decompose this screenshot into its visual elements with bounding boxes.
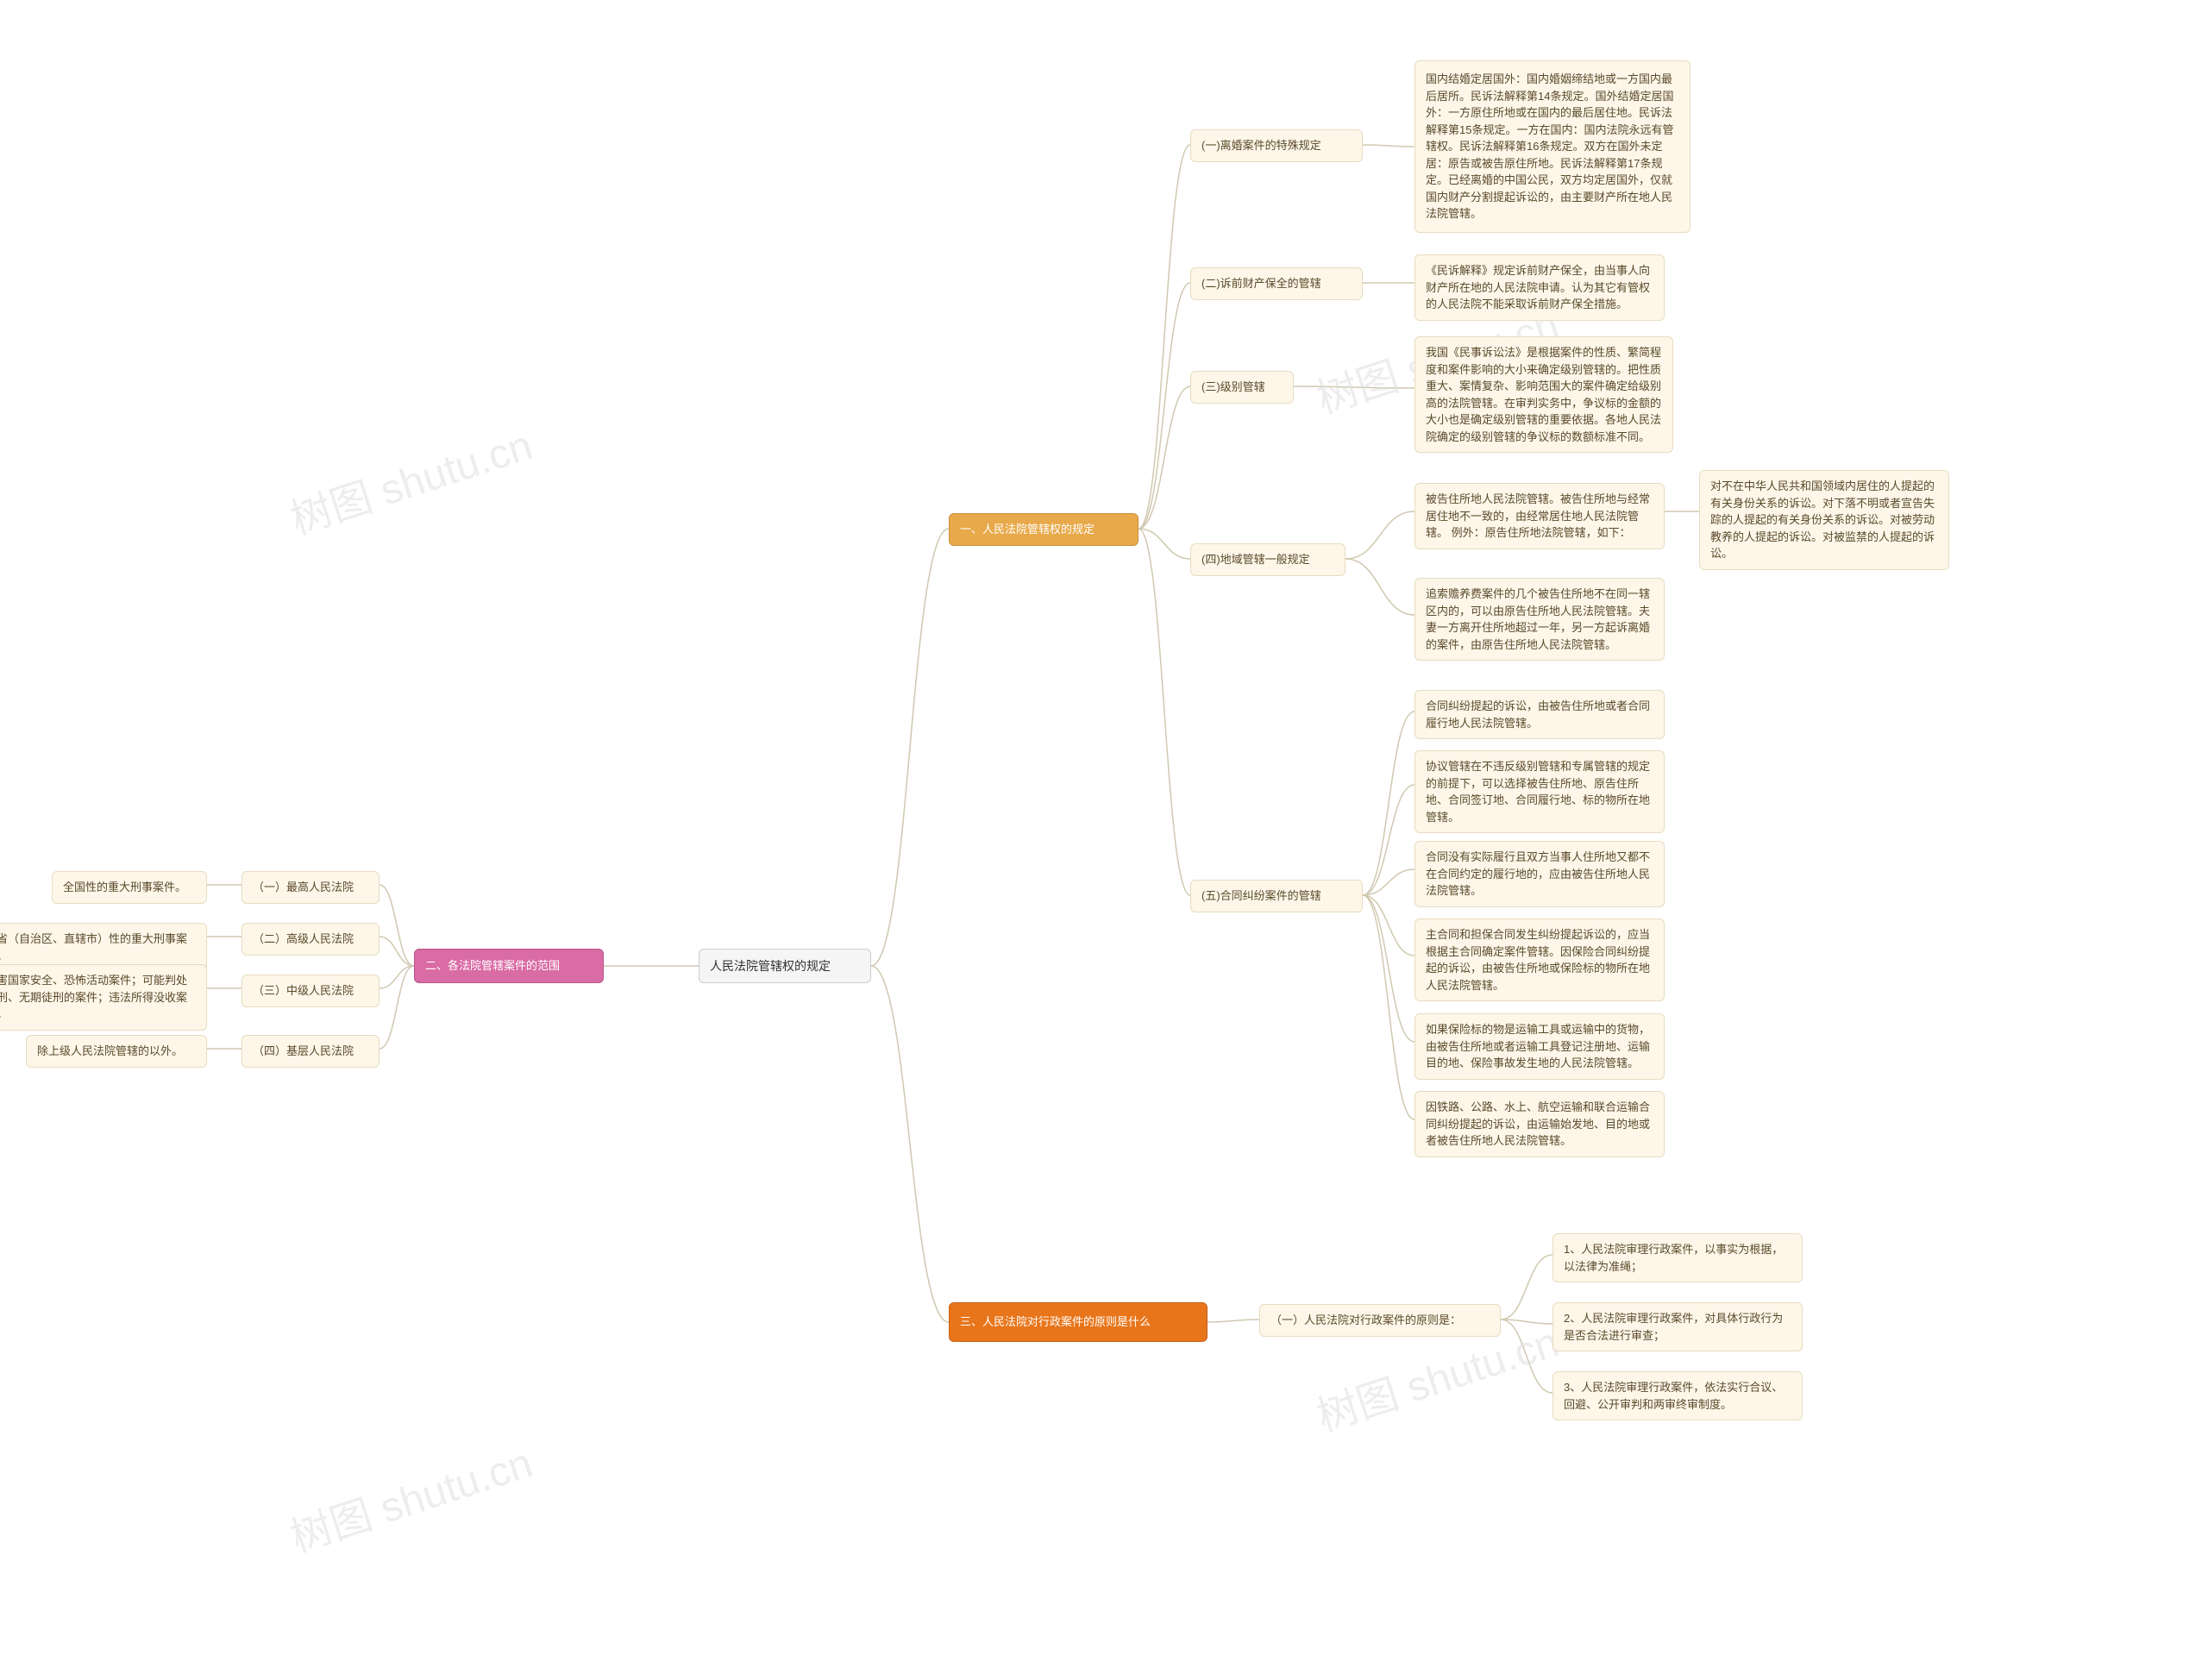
b3-leaf-0-2-text: 3、人民法院审理行政案件，依法实行合议、回避、公开审判和两审终审制度。	[1564, 1379, 1791, 1413]
b1-leaf-3-1: 追索赡养费案件的几个被告住所地不在同一辖区内的，可以由原告住所地人民法院管辖。夫…	[1414, 578, 1665, 661]
b1-leaf-0-0-text: 国内结婚定居国外：国内婚姻缔结地或一方国内最后居所。民诉法解释第14条规定。国外…	[1426, 71, 1679, 223]
b1-child-0-label: (一)离婚案件的特殊规定	[1201, 137, 1321, 154]
b1-sub-3-0-0-text: 对不在中华人民共和国领域内居住的人提起的有关身份关系的诉讼。对下落不明或者宣告失…	[1710, 478, 1938, 562]
b2-child-0: （一）最高人民法院	[242, 871, 380, 904]
b1-leaf-4-3-text: 主合同和担保合同发生纠纷提起诉讼的，应当根据主合同确定案件管辖。因保险合同纠纷提…	[1426, 926, 1653, 994]
branch-3-label: 三、人民法院对行政案件的原则是什么	[960, 1313, 1151, 1331]
b2-leaf-2-0-text: 危害国家安全、恐怖活动案件；可能判处死刑、无期徒刑的案件；违法所得没收案件。	[0, 972, 196, 1023]
b2-child-1-label: （二）高级人民法院	[253, 931, 354, 948]
b1-child-2: (三)级别管辖	[1190, 371, 1294, 404]
b1-leaf-3-1-text: 追索赡养费案件的几个被告住所地不在同一辖区内的，可以由原告住所地人民法院管辖。夫…	[1426, 586, 1653, 653]
root-node: 人民法院管辖权的规定	[699, 949, 871, 983]
b2-child-2-label: （三）中级人民法院	[253, 982, 354, 1000]
b1-leaf-4-0: 合同纠纷提起的诉讼，由被告住所地或者合同履行地人民法院管辖。	[1414, 690, 1665, 739]
b2-child-1: （二）高级人民法院	[242, 923, 380, 956]
b3-leaf-0-1-text: 2、人民法院审理行政案件，对具体行政行为是否合法进行审查；	[1564, 1310, 1791, 1344]
b1-sub-3-0-0: 对不在中华人民共和国领域内居住的人提起的有关身份关系的诉讼。对下落不明或者宣告失…	[1699, 470, 1949, 570]
b1-leaf-4-2: 合同没有实际履行且双方当事人住所地又都不在合同约定的履行地的，应由被告住所地人民…	[1414, 841, 1665, 907]
b1-child-4-label: (五)合同纠纷案件的管辖	[1201, 887, 1321, 905]
branch-1-label: 一、人民法院管辖权的规定	[960, 521, 1095, 538]
b1-child-1: (二)诉前财产保全的管辖	[1190, 267, 1363, 300]
b1-leaf-4-1-text: 协议管辖在不违反级别管辖和专属管辖的规定的前提下，可以选择被告住所地、原告住所地…	[1426, 758, 1653, 825]
b3-leaf-0-1: 2、人民法院审理行政案件，对具体行政行为是否合法进行审查；	[1552, 1302, 1803, 1351]
b1-child-3-label: (四)地域管辖一般规定	[1201, 551, 1310, 568]
b1-child-4: (五)合同纠纷案件的管辖	[1190, 880, 1363, 912]
b1-leaf-1-0: 《民诉解释》规定诉前财产保全，由当事人向财产所在地的人民法院申请。认为其它有管权…	[1414, 254, 1665, 321]
b1-leaf-4-1: 协议管辖在不违反级别管辖和专属管辖的规定的前提下，可以选择被告住所地、原告住所地…	[1414, 750, 1665, 833]
b3-leaf-0-0-text: 1、人民法院审理行政案件，以事实为根据，以法律为准绳；	[1564, 1241, 1791, 1275]
b1-leaf-4-3: 主合同和担保合同发生纠纷提起诉讼的，应当根据主合同确定案件管辖。因保险合同纠纷提…	[1414, 918, 1665, 1001]
watermark: 树图 shutu.cn	[281, 1429, 538, 1564]
b1-child-2-label: (三)级别管辖	[1201, 379, 1265, 396]
b1-child-0: (一)离婚案件的特殊规定	[1190, 129, 1363, 162]
b1-child-1-label: (二)诉前财产保全的管辖	[1201, 275, 1321, 292]
branch-2: 二、各法院管辖案件的范围	[414, 949, 604, 983]
b1-leaf-4-4-text: 如果保险标的物是运输工具或运输中的货物，由被告住所地或者运输工具登记注册地、运输…	[1426, 1021, 1653, 1072]
b2-child-0-label: （一）最高人民法院	[253, 879, 354, 896]
b1-leaf-2-0: 我国《民事诉讼法》是根据案件的性质、繁简程度和案件影响的大小来确定级别管辖的。把…	[1414, 336, 1673, 453]
b1-leaf-1-0-text: 《民诉解释》规定诉前财产保全，由当事人向财产所在地的人民法院申请。认为其它有管权…	[1426, 262, 1653, 313]
connector-layer	[0, 0, 2208, 1680]
b2-child-2: （三）中级人民法院	[242, 975, 380, 1007]
b2-leaf-3-0: 除上级人民法院管辖的以外。	[26, 1035, 207, 1068]
b2-leaf-1-0-text: 全省（自治区、直辖市）性的重大刑事案件。	[0, 931, 196, 964]
b1-leaf-3-0: 被告住所地人民法院管辖。被告住所地与经常居住地不一致的，由经常居住地人民法院管辖…	[1414, 483, 1665, 549]
b1-leaf-0-0: 国内结婚定居国外：国内婚姻缔结地或一方国内最后居所。民诉法解释第14条规定。国外…	[1414, 60, 1690, 233]
b3-leaf-0-0: 1、人民法院审理行政案件，以事实为根据，以法律为准绳；	[1552, 1233, 1803, 1282]
b3-child-0-label: （一）人民法院对行政案件的原则是：	[1270, 1312, 1461, 1329]
branch-1: 一、人民法院管辖权的规定	[949, 513, 1138, 546]
b1-leaf-4-5-text: 因铁路、公路、水上、航空运输和联合运输合同纠纷提起的诉讼，由运输始发地、目的地或…	[1426, 1099, 1653, 1150]
b1-leaf-4-0-text: 合同纠纷提起的诉讼，由被告住所地或者合同履行地人民法院管辖。	[1426, 698, 1653, 731]
b2-leaf-0-0-text: 全国性的重大刑事案件。	[63, 879, 186, 896]
b2-leaf-3-0-text: 除上级人民法院管辖的以外。	[37, 1043, 183, 1060]
b2-child-3-label: （四）基层人民法院	[253, 1043, 354, 1060]
b1-leaf-4-4: 如果保险标的物是运输工具或运输中的货物，由被告住所地或者运输工具登记注册地、运输…	[1414, 1013, 1665, 1080]
b2-child-3: （四）基层人民法院	[242, 1035, 380, 1068]
b3-child-0: （一）人民法院对行政案件的原则是：	[1259, 1304, 1501, 1337]
b2-leaf-0-0: 全国性的重大刑事案件。	[52, 871, 207, 904]
b1-leaf-4-5: 因铁路、公路、水上、航空运输和联合运输合同纠纷提起的诉讼，由运输始发地、目的地或…	[1414, 1091, 1665, 1157]
branch-3: 三、人民法院对行政案件的原则是什么	[949, 1302, 1208, 1342]
root-label: 人民法院管辖权的规定	[710, 957, 831, 975]
b1-leaf-3-0-text: 被告住所地人民法院管辖。被告住所地与经常居住地不一致的，由经常居住地人民法院管辖…	[1426, 491, 1653, 542]
branch-2-label: 二、各法院管辖案件的范围	[425, 957, 560, 975]
b1-leaf-2-0-text: 我国《民事诉讼法》是根据案件的性质、繁简程度和案件影响的大小来确定级别管辖的。把…	[1426, 344, 1662, 445]
b1-child-3: (四)地域管辖一般规定	[1190, 543, 1346, 576]
watermark: 树图 shutu.cn	[281, 411, 538, 546]
b2-leaf-2-0: 危害国家安全、恐怖活动案件；可能判处死刑、无期徒刑的案件；违法所得没收案件。	[0, 964, 207, 1031]
b1-leaf-4-2-text: 合同没有实际履行且双方当事人住所地又都不在合同约定的履行地的，应由被告住所地人民…	[1426, 849, 1653, 900]
b3-leaf-0-2: 3、人民法院审理行政案件，依法实行合议、回避、公开审判和两审终审制度。	[1552, 1371, 1803, 1420]
